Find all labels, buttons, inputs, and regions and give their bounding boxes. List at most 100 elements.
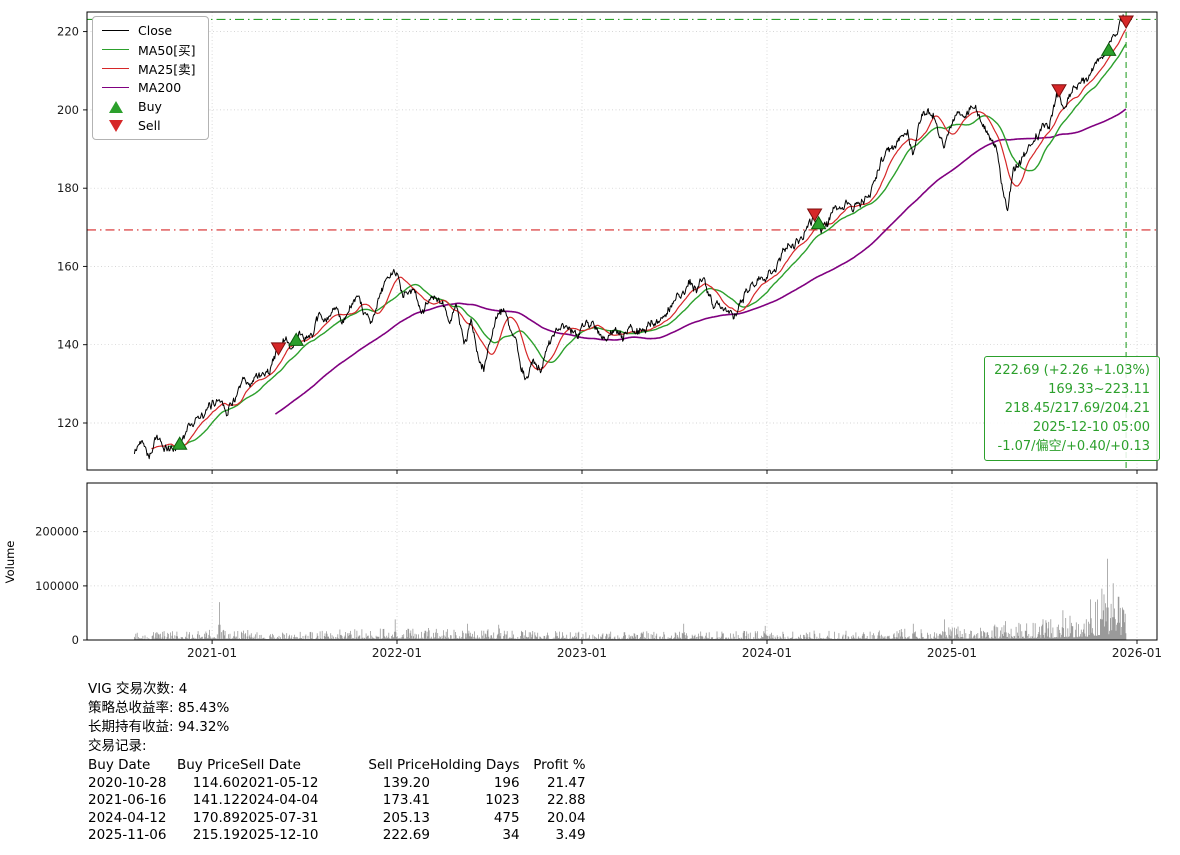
ma25-line-icon (102, 68, 129, 69)
table-row: 2020-10-28 114.60 2021-05-12 139.20 196 … (88, 775, 586, 793)
cell-holding-days: 475 (493, 809, 520, 826)
strategy-summary: VIG 交易次数: 4 策略总收益率: 85.43% 长期持有收益: 94.32… (88, 680, 1180, 845)
price-y-tick-label: 160 (57, 259, 79, 273)
grid-lines (87, 12, 1157, 641)
sell-triangle-icon (108, 119, 123, 132)
cell-buy-price: 170.89 (192, 809, 240, 826)
cell-profit: 20.04 (546, 809, 586, 826)
cell-sell-date: 2021-05-12 (240, 774, 319, 791)
cell-sell-date: 2025-12-10 (240, 827, 319, 843)
sell-marker (1118, 15, 1134, 29)
x-tick-label: 2022-01 (372, 646, 422, 660)
annotation-range-line: 169.33~223.11 (1048, 382, 1150, 397)
x-tick-label: 2026-01 (1112, 646, 1162, 660)
col-header-buy-price: Buy Price (176, 757, 240, 773)
cell-sell-price: 205.13 (382, 809, 430, 826)
ma50-line (169, 43, 1127, 448)
cell-profit: 3.49 (555, 827, 586, 843)
trade-log-title: 交易记录: (88, 738, 147, 754)
volume-y-tick-label: 100000 (35, 579, 79, 593)
legend-item-close: Close (102, 23, 196, 38)
legend-item-sell: Sell (102, 118, 196, 133)
volume-bars (134, 558, 1127, 640)
legend-item-ma200: MA200 (102, 80, 196, 95)
buy-marker (288, 332, 305, 346)
hold-return-line: 长期持有收益: 94.32% (88, 719, 230, 735)
price-y-tick-label: 200 (57, 103, 79, 117)
legend-label: MA25[卖] (138, 62, 196, 77)
cell-profit: 21.47 (546, 774, 586, 791)
price-y-tick-label: 180 (57, 181, 79, 195)
trade-table-header-row: Buy Date Buy Price Sell Date Sell Price … (88, 757, 586, 775)
cell-sell-price: 139.20 (382, 774, 430, 791)
buy-marker (171, 436, 188, 450)
ma25-line (151, 29, 1127, 450)
ma200-line (274, 108, 1127, 415)
price-y-tick-label: 120 (57, 416, 79, 430)
cell-buy-price: 141.12 (192, 792, 240, 808)
volume-y-tick-label: 200000 (35, 525, 79, 539)
x-tick-label: 2024-01 (742, 646, 792, 660)
volume-y-tick-label: 0 (72, 633, 79, 647)
x-tick-label: 2023-01 (557, 646, 607, 660)
annotation-price-line: 222.69 (+2.26 +1.03%) (994, 363, 1150, 378)
cell-sell-price: 222.69 (382, 827, 430, 843)
legend-item-buy: Buy (102, 99, 196, 114)
annotation-ma-line: 218.45/217.69/204.21 (1004, 401, 1150, 416)
table-row: 2021-06-16 141.12 2024-04-04 173.41 1023… (88, 792, 586, 810)
close-line-icon (102, 30, 129, 31)
buy-marker (810, 215, 827, 230)
ma200-line-icon (102, 87, 129, 88)
price-axes-frame (86, 11, 1158, 471)
cell-holding-days: 1023 (485, 792, 520, 808)
buy-markers (171, 42, 1117, 450)
cell-buy-date: 2021-06-16 (88, 792, 167, 808)
col-header-sell-price: Sell Price (368, 757, 430, 773)
legend-label: Buy (138, 99, 162, 114)
volume-axes-frame (86, 482, 1158, 641)
cell-buy-price: 114.60 (192, 774, 240, 791)
stock-chart-canvas: 120 140 160 180 200 220 0 100000 200000 2021-01 20… (3, 11, 1162, 660)
sell-markers (270, 15, 1134, 356)
legend-label: MA200 (138, 80, 182, 95)
trade-count-line: VIG 交易次数: 4 (88, 681, 188, 697)
col-header-profit: Profit % (533, 757, 586, 773)
sell-marker (1051, 84, 1067, 98)
cell-buy-price: 215.19 (192, 827, 240, 843)
col-header-sell-date: Sell Date (240, 757, 301, 773)
cell-sell-date: 2024-04-04 (240, 792, 319, 808)
table-row: 2025-11-06 215.19 2025-12-10 222.69 34 3… (88, 827, 586, 845)
table-row: 2024-04-12 170.89 2025-07-31 205.13 475 … (88, 810, 586, 828)
close-line (133, 14, 1127, 460)
price-y-tick-label: 220 (57, 25, 79, 39)
price-y-tick-label: 140 (57, 338, 79, 352)
x-tick-label: 2021-01 (187, 646, 237, 660)
cell-holding-days: 196 (493, 774, 520, 791)
cell-buy-date: 2025-11-06 (88, 827, 167, 843)
col-header-holding-days: Holding Days (430, 757, 520, 773)
legend-label: Sell (138, 118, 161, 133)
buy-marker (1100, 42, 1117, 56)
col-header-buy-date: Buy Date (88, 757, 151, 773)
ma50-line-icon (102, 49, 129, 50)
x-tick-label: 2025-01 (927, 646, 977, 660)
axis-ticks (83, 31, 1138, 644)
legend: Close MA50[买] MA25[卖] MA200 Buy Sell (92, 16, 209, 140)
cell-holding-days: 34 (502, 827, 520, 843)
legend-label: Close (138, 23, 173, 38)
annotation-datetime-line: 2025-12-10 05:00 (1032, 420, 1150, 435)
strategy-return-line: 策略总收益率: 85.43% (88, 700, 230, 716)
axis-tick-labels: 120 140 160 180 200 220 0 100000 200000 2021-01 20… (35, 25, 1162, 660)
cell-buy-date: 2024-04-12 (88, 809, 167, 826)
sell-marker (270, 342, 287, 356)
quote-annotation: 222.69 (+2.26 +1.03%) 169.33~223.11 218.… (984, 356, 1160, 461)
sell-marker (806, 208, 823, 222)
cell-buy-date: 2020-10-28 (88, 774, 167, 791)
legend-item-ma25: MA25[卖] (102, 62, 196, 77)
trade-table: Buy Date Buy Price Sell Date Sell Price … (88, 757, 586, 845)
cell-profit: 22.88 (546, 792, 586, 808)
annotation-signal-line: -1.07/偏空/+0.40/+0.13 (997, 439, 1150, 454)
volume-axis-label: Volume (3, 541, 17, 584)
legend-item-ma50: MA50[买] (102, 43, 196, 58)
